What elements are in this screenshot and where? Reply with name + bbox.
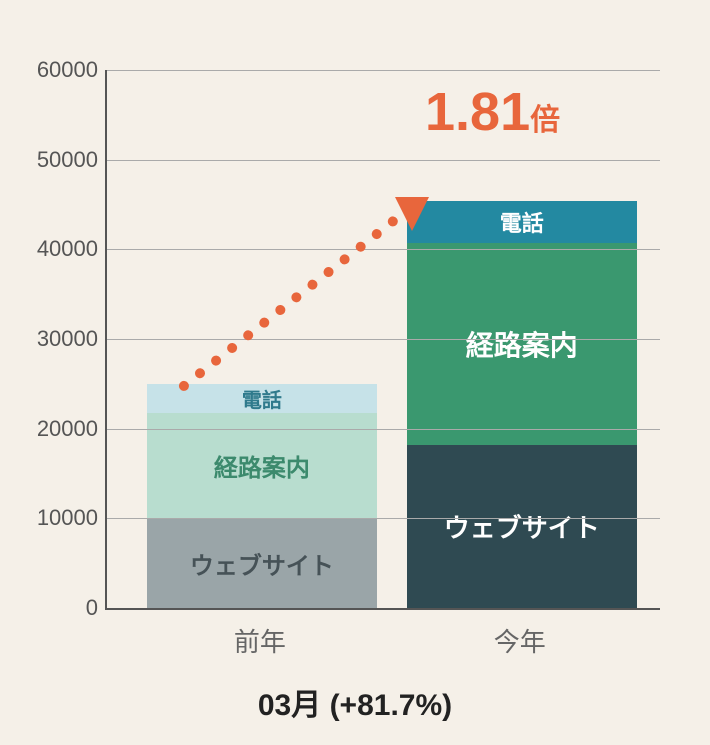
bar-prev: ウェブサイト経路案内電話 xyxy=(147,384,377,608)
caption-delta: (+81.7%) xyxy=(330,689,453,722)
seg-curr-phone: 電話 xyxy=(407,201,637,243)
caption-month: 03月 xyxy=(258,689,321,722)
y-tick-label: 0 xyxy=(8,595,98,621)
y-tick-label: 50000 xyxy=(8,147,98,173)
stacked-bar-chart: ウェブサイト経路案内電話ウェブサイト経路案内電話 010000200003000… xyxy=(0,0,710,745)
y-tick-label: 60000 xyxy=(8,57,98,83)
seg-curr-website: ウェブサイト xyxy=(407,445,637,608)
x-label-curr: 今年 xyxy=(494,622,546,659)
y-tick-label: 10000 xyxy=(8,505,98,531)
y-tick-label: 40000 xyxy=(8,236,98,262)
grid-line xyxy=(107,429,660,430)
x-label-prev: 前年 xyxy=(234,622,286,659)
seg-prev-website: ウェブサイト xyxy=(147,518,377,608)
callout-value: 1.81倍 xyxy=(425,85,560,139)
arrow-head-icon xyxy=(395,197,429,231)
y-tick-label: 20000 xyxy=(8,416,98,442)
seg-curr-route: 経路案内 xyxy=(407,243,637,445)
grid-line xyxy=(107,518,660,519)
grid-line xyxy=(107,249,660,250)
chart-caption: 03月 (+81.7%) xyxy=(0,680,710,724)
grid-line xyxy=(107,70,660,71)
plot-area: ウェブサイト経路案内電話ウェブサイト経路案内電話 xyxy=(105,70,660,610)
grid-line xyxy=(107,339,660,340)
y-tick-label: 30000 xyxy=(8,326,98,352)
bar-curr: ウェブサイト経路案内電話 xyxy=(407,201,637,608)
grid-line xyxy=(107,160,660,161)
